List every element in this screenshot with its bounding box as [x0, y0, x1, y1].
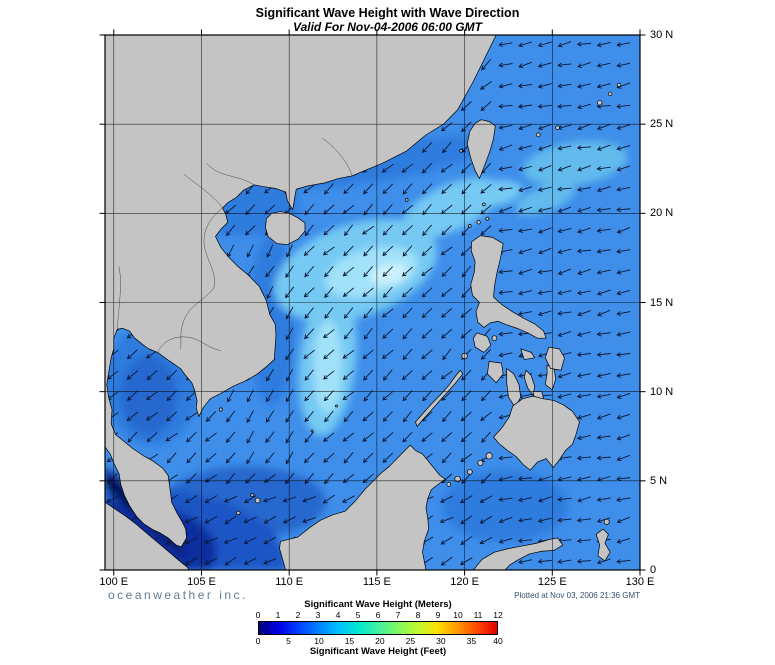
legend-feet-tick: 30 — [436, 636, 446, 646]
legend-meters-tick: 11 — [473, 610, 483, 620]
lat-label: 0 — [650, 564, 657, 576]
lat-label: 15 N — [650, 296, 674, 309]
legend-feet-tick: 0 — [255, 636, 261, 646]
legend-meters-tick: 3 — [315, 610, 321, 620]
legend-colorbar — [258, 621, 498, 635]
map-canvas — [105, 35, 640, 570]
lat-label: 10 N — [650, 385, 674, 398]
valid-time-subtitle: Valid For Nov-04-2006 06:00 GMT — [293, 20, 482, 34]
lon-label: 115 E — [362, 576, 391, 588]
legend-meters-tick: 0 — [255, 610, 261, 620]
legend-meters-tick: 2 — [295, 610, 301, 620]
lon-label: 110 E — [275, 576, 304, 588]
lon-label: 125 E — [537, 576, 567, 588]
lat-label: 20 N — [650, 207, 674, 220]
lat-label: 5 N — [650, 474, 668, 487]
legend-feet-tick: 20 — [375, 636, 385, 646]
legend-meters-tick: 10 — [453, 610, 463, 620]
legend-meters-tick: 9 — [435, 610, 441, 620]
legend-feet-ticks: 0 5 10 15 20 25 30 35 40 — [255, 636, 503, 646]
legend-feet-tick: 25 — [405, 636, 416, 646]
legend-meters-tick: 4 — [335, 610, 341, 620]
legend-meters-tick: 5 — [355, 610, 361, 620]
legend-feet-tick: 15 — [344, 636, 355, 646]
lat-label: 30 N — [650, 29, 674, 41]
legend-feet-tick: 10 — [314, 636, 324, 646]
legend-feet-tick: 5 — [286, 636, 291, 646]
legend-feet-tick: 35 — [466, 636, 477, 646]
legend-meters-label: Significant Wave Height (Meters) — [304, 599, 452, 610]
legend-feet-label: Significant Wave Height (Feet) — [309, 646, 447, 657]
page-title: Significant Wave Height with Wave Direct… — [255, 6, 520, 20]
legend-meters-tick: 6 — [375, 610, 381, 620]
brand-text: oceanweather inc. — [108, 588, 248, 602]
legend-feet-tick: 40 — [493, 636, 503, 646]
legend-meters-tick: 12 — [493, 610, 503, 620]
legend-meters-tick: 1 — [275, 610, 281, 620]
lon-label: 120 E — [450, 576, 479, 588]
plotted-at-text: Plotted at Nov 03, 2006 21:36 GMT — [514, 591, 640, 600]
legend-meters-ticks: 0 1 2 3 4 5 6 7 8 9 10 11 12 — [255, 610, 503, 620]
lon-label: 130 E — [625, 576, 655, 588]
legend-meters-tick: 8 — [415, 610, 421, 620]
lon-label: 100 E — [99, 576, 129, 588]
legend-meters-tick: 7 — [395, 610, 401, 620]
lat-label: 25 N — [650, 118, 674, 131]
lon-label: 105 E — [187, 576, 216, 588]
